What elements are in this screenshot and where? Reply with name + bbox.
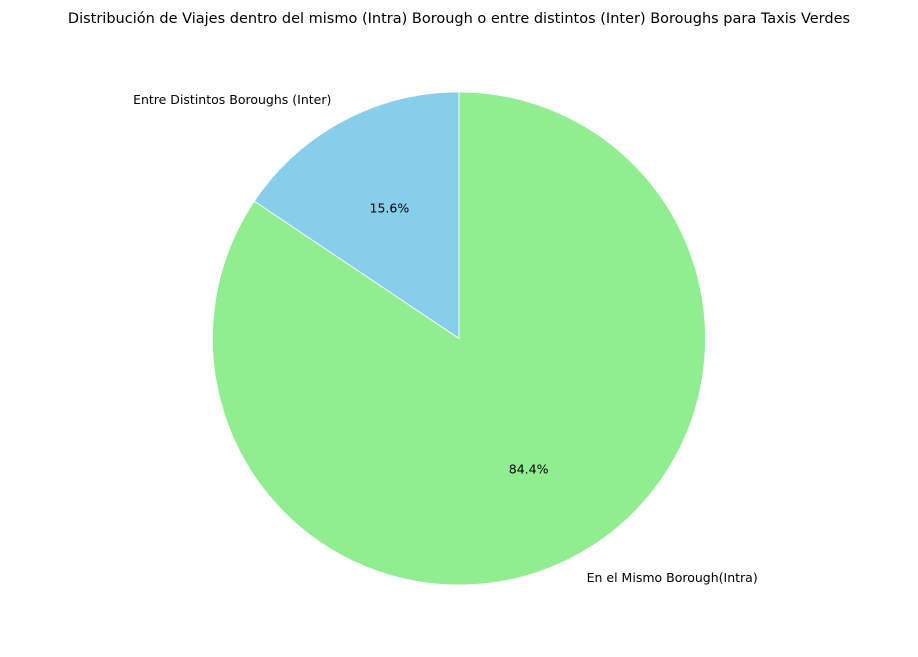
pie-percent-label-1: 84.4% [509, 461, 549, 476]
pie-category-label-1: En el Mismo Borough(Intra) [587, 570, 758, 585]
pie-slice-1 [212, 91, 706, 586]
pie-percent-label-0: 15.6% [370, 201, 410, 216]
pie-category-label-0: Entre Distintos Boroughs (Inter) [133, 92, 331, 107]
pie-slices [212, 91, 706, 586]
chart-title: Distribución de Viajes dentro del mismo … [68, 11, 850, 27]
pie-slice-0 [253, 91, 460, 340]
pie-labels: 15.6% Entre Distintos Boroughs (Inter) 84.… [133, 92, 758, 585]
